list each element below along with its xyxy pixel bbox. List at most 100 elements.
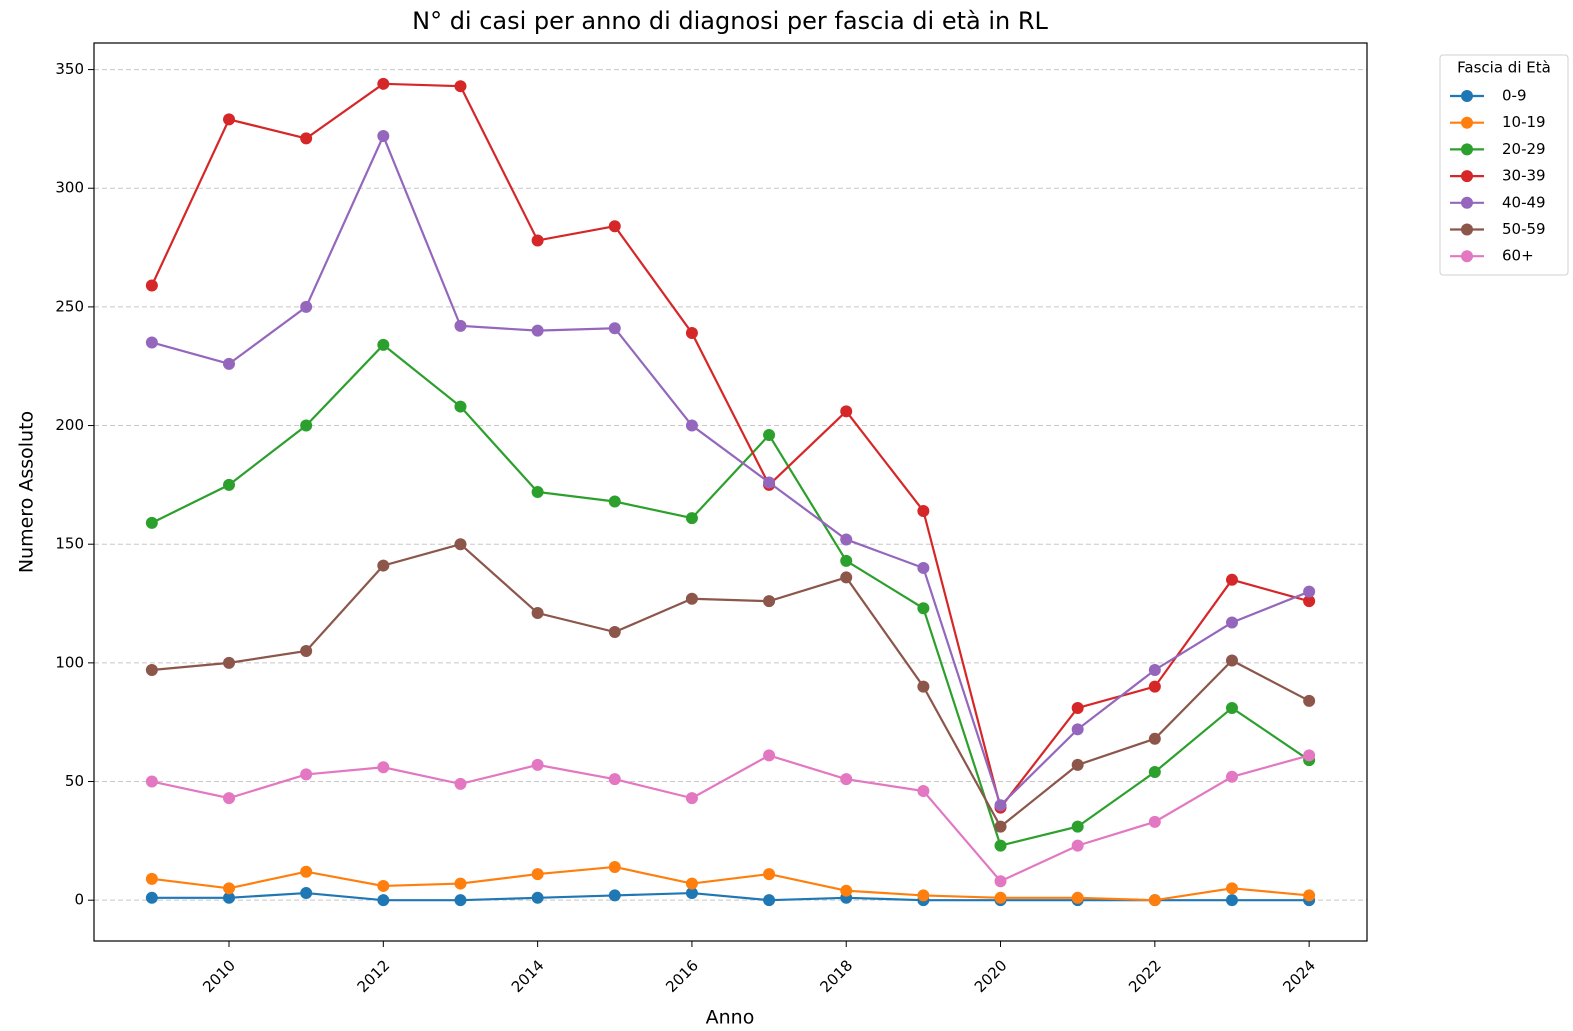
legend-label: 40-49: [1502, 193, 1546, 211]
data-point: [1225, 616, 1238, 629]
legend-marker: [1461, 223, 1473, 236]
y-tick-label: 300: [55, 179, 84, 197]
data-point: [1148, 815, 1161, 828]
data-point: [223, 357, 236, 370]
data-point: [994, 839, 1007, 852]
y-tick-label: 100: [55, 653, 84, 671]
legend-label: 20-29: [1502, 140, 1546, 158]
y-tick-label: 0: [74, 891, 84, 909]
legend-marker: [1461, 143, 1473, 156]
data-point: [1225, 894, 1238, 907]
data-point: [145, 891, 158, 904]
legend-marker: [1461, 196, 1473, 209]
series-line: [151, 542, 1310, 829]
data-point: [531, 486, 544, 498]
legend-title: Fascia di Età: [1457, 59, 1551, 77]
data-point: [300, 132, 313, 145]
data-point: [454, 538, 467, 551]
data-point: [145, 872, 158, 885]
data-point: [377, 338, 390, 351]
plot-frame: [93, 42, 1368, 942]
x-tick-label: 2016: [662, 956, 702, 996]
data-point: [608, 220, 621, 233]
x-axis-label: Anno: [706, 1007, 755, 1029]
data-point: [223, 656, 236, 669]
data-point: [763, 868, 776, 881]
data-point: [300, 865, 313, 878]
data-point: [531, 758, 544, 771]
legend-marker: [1461, 250, 1473, 263]
y-tick-label: 50: [65, 772, 84, 790]
data-point: [377, 761, 390, 774]
data-point: [531, 868, 544, 881]
y-tick-label: 250: [55, 297, 84, 315]
data-point: [1303, 749, 1316, 762]
data-point: [1071, 701, 1084, 714]
data-point: [763, 749, 776, 762]
data-point: [223, 891, 236, 904]
legend-label: 50-59: [1502, 220, 1546, 238]
series-line: [151, 865, 1310, 902]
data-point: [608, 322, 621, 335]
legend-label: 0-9: [1502, 87, 1527, 105]
data-point: [300, 645, 313, 658]
data-point: [531, 324, 544, 337]
data-point: [917, 889, 930, 902]
data-point: [1225, 573, 1238, 586]
data-point: [531, 607, 544, 620]
data-point: [454, 894, 467, 907]
data-point: [994, 891, 1007, 904]
data-point: [223, 478, 236, 491]
data-point: [145, 516, 158, 529]
legend-marker: [1461, 90, 1473, 102]
data-point: [145, 336, 158, 349]
data-point: [145, 279, 158, 292]
chart-title: N° di casi per anno di diagnosi per fasc…: [412, 7, 1048, 35]
data-point: [1148, 894, 1161, 907]
data-point: [840, 884, 853, 897]
data-point: [763, 476, 776, 489]
data-point: [608, 773, 621, 786]
data-point: [377, 559, 390, 572]
data-point: [1303, 694, 1316, 707]
legend-label: 30-39: [1502, 167, 1546, 185]
data-point: [840, 554, 853, 567]
data-point: [1303, 585, 1316, 598]
x-tick-label: 2020: [971, 956, 1011, 996]
data-point: [300, 300, 313, 313]
data-point: [377, 77, 390, 90]
legend-label: 10-19: [1502, 113, 1546, 131]
data-point: [145, 663, 158, 676]
data-point: [1071, 891, 1084, 904]
data-point: [1148, 732, 1161, 745]
data-point: [300, 768, 313, 781]
legend-marker: [1461, 116, 1473, 129]
x-tick-label: 2014: [508, 956, 548, 996]
y-axis-label: Numero Assoluto: [16, 411, 38, 573]
data-point: [454, 877, 467, 890]
data-point: [1225, 701, 1238, 714]
data-point: [1071, 723, 1084, 736]
data-point: [223, 882, 236, 895]
data-point: [917, 504, 930, 517]
data-point: [454, 777, 467, 790]
series-line: [150, 82, 1310, 811]
data-point: [1303, 595, 1316, 608]
x-tick-label: 2010: [199, 956, 239, 996]
data-point: [1225, 882, 1238, 895]
data-point: [608, 860, 621, 873]
data-point: [685, 419, 698, 432]
data-point: [377, 130, 390, 143]
data-point: [1148, 663, 1161, 676]
data-point: [763, 595, 776, 608]
data-point: [840, 405, 853, 418]
data-point: [994, 820, 1007, 833]
data-point: [1071, 758, 1084, 771]
x-tick-label: 2012: [354, 956, 394, 996]
data-point: [685, 792, 698, 805]
x-tick-label: 2024: [1279, 956, 1319, 996]
data-point: [454, 319, 467, 332]
data-point: [685, 877, 698, 890]
data-point: [1148, 680, 1161, 693]
